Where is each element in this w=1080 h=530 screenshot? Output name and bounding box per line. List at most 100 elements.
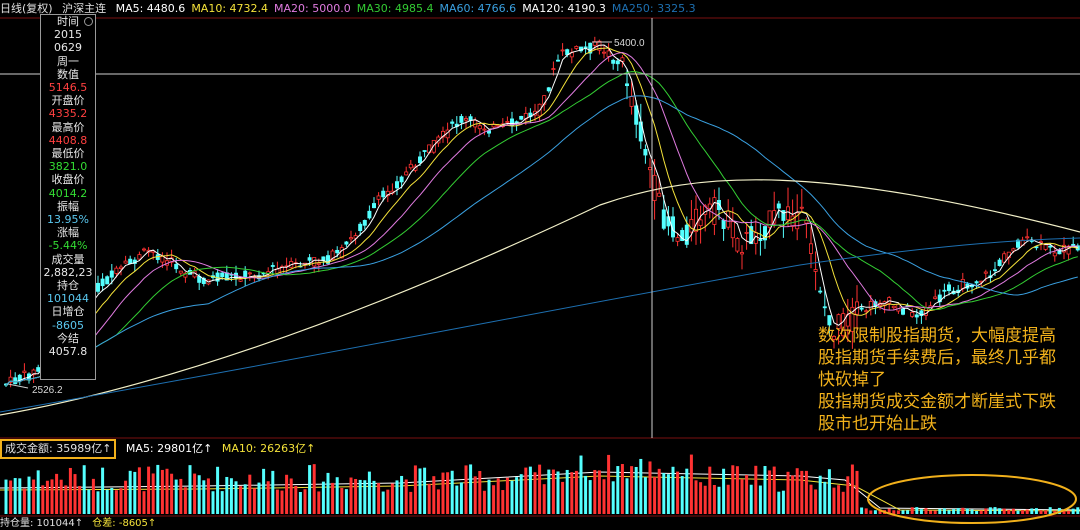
info-panel-item: 收盘价 (51, 173, 85, 187)
volume-bar (832, 487, 836, 514)
volume-bar (942, 508, 946, 514)
candle-body (827, 315, 832, 326)
volume-bar (1067, 510, 1071, 514)
candle-body (436, 136, 441, 144)
info-panel-item: 4335.2 (48, 107, 88, 121)
volume-bar (846, 476, 850, 514)
volume-bar (1002, 508, 1006, 514)
candle-body (933, 296, 938, 299)
info-panel-item: 5146.5 (48, 81, 88, 95)
volume-bar (266, 481, 270, 514)
candle-body (105, 276, 110, 285)
candle-body (850, 306, 855, 332)
info-panel-item: 101044 (47, 292, 89, 306)
volume-bar (147, 466, 151, 514)
candle-body (394, 181, 399, 189)
annotation-text: 数次限制股指期货，大幅度提高 股指期货手续费后，最终几乎都 快砍掉了 股指期货成交金额… (818, 325, 1080, 435)
candle-body (910, 312, 915, 317)
volume-bar (804, 470, 808, 514)
volume-bar (574, 470, 578, 514)
volume-bar (354, 478, 358, 514)
volume-bar (105, 489, 109, 514)
info-panel-item: 数值 (57, 67, 79, 81)
candle-body (896, 303, 901, 312)
volume-bar (446, 472, 450, 514)
volume-bar (910, 507, 914, 514)
info-panel-item: 成交量 (51, 252, 85, 266)
annotation-line: 股指期货成交金额才断崖式下跌 (818, 392, 1056, 412)
volume-bar (763, 466, 767, 514)
ma-label: MA5: 4480.6 (115, 2, 186, 15)
volume-bar (193, 473, 197, 514)
volume-bar (653, 477, 657, 514)
candle-body (767, 210, 772, 228)
volume-bar (556, 471, 560, 514)
volume-bar (59, 479, 63, 514)
candle-body (997, 259, 1002, 266)
volume-bar (699, 482, 703, 514)
volume-bar (726, 484, 730, 514)
ma-label: MA120: 4190.3 (522, 2, 606, 15)
volume-bar (625, 478, 629, 514)
settings-gear-icon[interactable] (84, 17, 93, 26)
volume-bar (229, 478, 233, 514)
volume-bar (501, 490, 505, 514)
volume-bar (634, 466, 638, 514)
instrument-name[interactable]: 沪深主连 (62, 2, 107, 15)
ma-label: MA20: 5000.0 (274, 2, 351, 15)
volume-bar (174, 479, 178, 514)
candle-body (201, 277, 206, 284)
ma250-line (0, 237, 1080, 413)
volume-bar (1039, 510, 1043, 514)
volume-bar (703, 485, 707, 514)
volume-bar (183, 487, 187, 514)
candle-body (505, 121, 510, 123)
info-panel-item: 周一 (57, 54, 79, 68)
volume-bar (128, 470, 132, 514)
chart-period-title[interactable]: 日线(复权) (0, 2, 53, 15)
candle-body (1043, 244, 1048, 250)
volume-bar (216, 466, 220, 514)
volume-bar (170, 473, 174, 514)
volume-bar (13, 478, 17, 514)
candle-body (836, 314, 841, 329)
candle-body (611, 59, 616, 64)
volume-bar (418, 468, 422, 514)
candle-body (270, 265, 275, 267)
candle-body (422, 150, 427, 152)
volume-bar (1034, 508, 1038, 514)
info-panel-item: 日增仓 (51, 305, 85, 319)
volume-bar (160, 469, 164, 514)
candle-body (477, 125, 482, 130)
volume-bar (694, 480, 698, 514)
ma-label: MA60: 4766.6 (439, 2, 517, 15)
volume-ma10-label: MA10: 26263亿↑ (221, 442, 316, 455)
price-high-label: 5400.0 (614, 38, 645, 49)
candle-body (174, 264, 179, 270)
volume-bar (1053, 510, 1057, 514)
info-panel-item: 今结 (57, 331, 79, 345)
volume-bar (312, 464, 316, 514)
volume-bar (82, 465, 86, 514)
volume-bar (395, 480, 399, 514)
candle-body (721, 219, 726, 229)
volume-bar (289, 478, 293, 514)
ma-indicator-bar: 日线(复权) 沪深主连 MA5: 4480.6 MA10: 4732.4 MA20:… (0, 0, 1080, 18)
candle-body (712, 197, 717, 225)
candle-body (1016, 239, 1021, 248)
candle-body (220, 272, 225, 278)
volume-bar (386, 489, 390, 514)
volume-bar (823, 481, 827, 514)
holding-amount-label: 持仓量: 101044↑ (0, 518, 84, 529)
candle-body (776, 203, 781, 209)
candle-body (316, 262, 321, 265)
candle-body (832, 336, 837, 340)
candle-body (868, 301, 873, 310)
volume-bar (915, 507, 919, 514)
volume-bar (78, 485, 82, 514)
volume-bar (735, 466, 739, 514)
volume-bar (1062, 510, 1066, 514)
volume-bar (450, 470, 454, 514)
candle-body (114, 267, 119, 274)
